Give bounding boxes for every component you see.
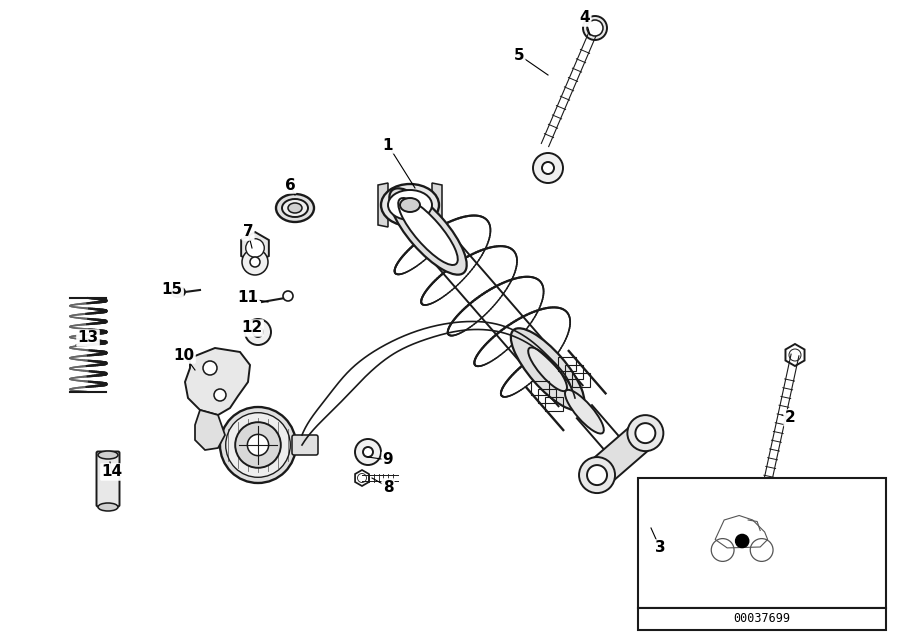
Circle shape [235, 422, 281, 468]
Ellipse shape [282, 199, 308, 217]
Text: 7: 7 [243, 225, 253, 239]
Ellipse shape [381, 184, 439, 226]
Circle shape [735, 535, 749, 547]
Polygon shape [642, 513, 662, 537]
Ellipse shape [98, 503, 118, 511]
Polygon shape [786, 344, 805, 366]
Ellipse shape [398, 198, 458, 265]
Ellipse shape [390, 189, 467, 275]
Text: 1: 1 [382, 138, 393, 152]
Ellipse shape [174, 290, 182, 295]
Text: 14: 14 [102, 464, 122, 479]
Circle shape [355, 439, 381, 465]
Ellipse shape [276, 194, 314, 222]
Ellipse shape [288, 203, 302, 213]
FancyBboxPatch shape [292, 435, 318, 455]
Circle shape [587, 465, 607, 485]
Text: 10: 10 [174, 347, 194, 363]
Circle shape [579, 457, 615, 493]
Polygon shape [195, 410, 225, 450]
Ellipse shape [98, 451, 118, 459]
Ellipse shape [226, 413, 291, 478]
Text: 11: 11 [238, 290, 258, 305]
Circle shape [203, 361, 217, 375]
Bar [638, 608, 886, 630]
FancyBboxPatch shape [96, 451, 120, 507]
Polygon shape [587, 422, 655, 486]
Text: 8: 8 [382, 479, 393, 495]
Circle shape [542, 162, 554, 174]
Ellipse shape [220, 407, 296, 483]
Ellipse shape [511, 328, 584, 410]
Text: 2: 2 [785, 410, 796, 425]
Circle shape [533, 153, 563, 183]
Circle shape [283, 291, 293, 301]
Text: 5: 5 [514, 48, 525, 62]
Text: 13: 13 [77, 330, 99, 345]
Circle shape [246, 239, 265, 257]
Polygon shape [356, 470, 369, 486]
Text: 6: 6 [284, 178, 295, 192]
Bar [638, 478, 886, 608]
Circle shape [248, 434, 268, 456]
Ellipse shape [388, 190, 432, 220]
Circle shape [587, 20, 603, 36]
Circle shape [583, 16, 607, 40]
Ellipse shape [565, 390, 604, 434]
Polygon shape [432, 183, 442, 227]
Text: 15: 15 [161, 283, 183, 298]
Ellipse shape [400, 198, 420, 212]
Text: 3: 3 [654, 540, 665, 556]
Polygon shape [241, 232, 269, 264]
Circle shape [253, 327, 263, 337]
Ellipse shape [171, 287, 185, 297]
Polygon shape [185, 348, 250, 415]
Circle shape [645, 518, 659, 532]
Text: 4: 4 [580, 11, 590, 25]
Ellipse shape [528, 347, 567, 391]
Circle shape [250, 257, 260, 267]
Text: 9: 9 [382, 453, 393, 467]
Circle shape [635, 423, 655, 443]
Circle shape [627, 415, 663, 451]
Polygon shape [378, 183, 388, 227]
Text: 12: 12 [241, 321, 263, 335]
Circle shape [214, 389, 226, 401]
Circle shape [245, 319, 271, 345]
Circle shape [363, 447, 373, 457]
Circle shape [242, 249, 268, 275]
Text: 00037699: 00037699 [734, 613, 790, 625]
